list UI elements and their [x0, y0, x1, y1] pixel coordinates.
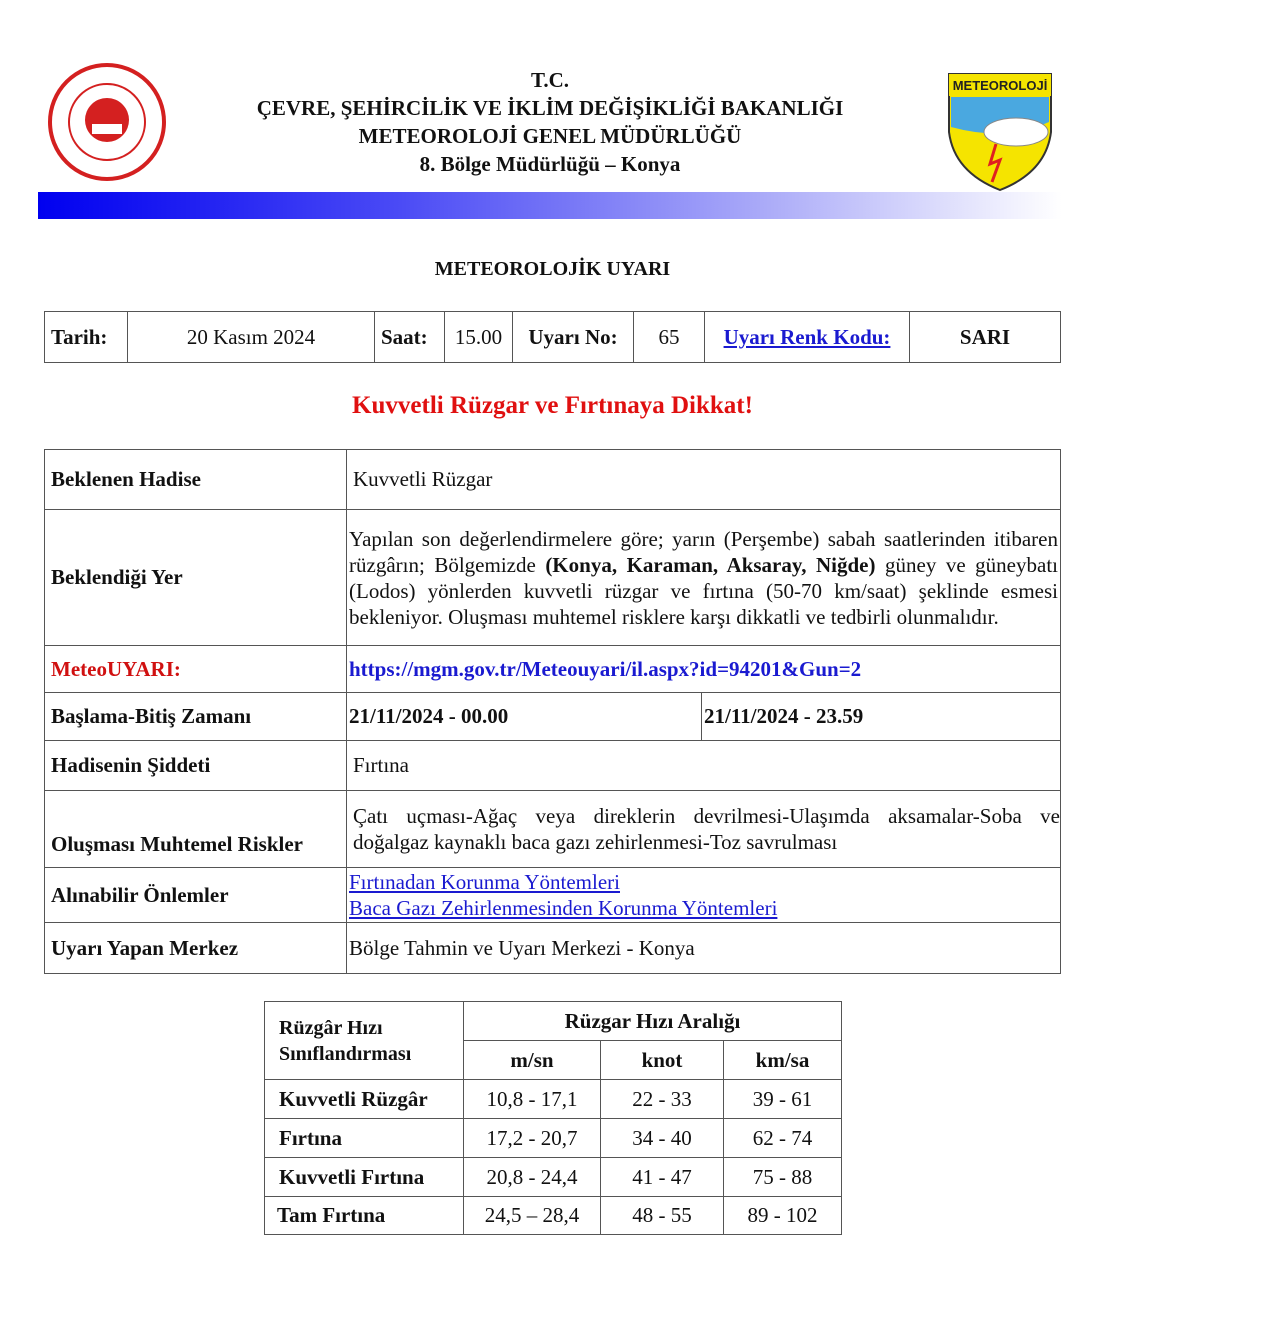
color-code-link[interactable]: Uyarı Renk Kodu:: [723, 324, 891, 349]
ministry-seal-logo: [48, 63, 166, 181]
place-provinces: (Konya, Karaman, Aksaray, Niğde): [545, 552, 876, 577]
storm-protection-link[interactable]: Fırtınadan Korunma Yöntemleri: [349, 870, 620, 894]
cell: 39 - 61: [723, 1079, 842, 1119]
date-label: Tarih:: [44, 311, 128, 363]
risks-value: Çatı uçması-Ağaç veya direklerin devrilm…: [346, 790, 1061, 868]
time-label: Saat:: [374, 311, 445, 363]
center-label: Uyarı Yapan Merkez: [44, 922, 347, 974]
header-line-3: METEOROLOJİ GENEL MÜDÜRLÜĞÜ: [358, 124, 742, 148]
wind-speed-table: Rüzgâr Hızı Sınıflandırması Rüzgar Hızı A…: [264, 1001, 842, 1235]
wind-class-name: Fırtına: [264, 1118, 464, 1158]
place-text-2: güney ve güneybatı (Lodos) yönlerden kuv…: [349, 552, 1058, 629]
time-value: 15.00: [444, 311, 513, 363]
document-title: METEOROLOJİK UYARI: [434, 258, 671, 280]
wind-class-name: Tam Fırtına: [264, 1196, 464, 1235]
cell: 75 - 88: [723, 1157, 842, 1197]
wind-class-name: Kuvvetli Fırtına: [264, 1157, 464, 1197]
severity-label: Hadisenin Şiddeti: [44, 740, 347, 791]
table-row: Kuvvetli Fırtına 20,8 - 24,4 41 - 47 75 - 8…: [264, 1157, 842, 1197]
table-row: Fırtına 17,2 - 20,7 34 - 40 62 - 74: [264, 1118, 842, 1158]
cell: 24,5 – 28,4: [463, 1196, 601, 1235]
warning-no-value: 65: [633, 311, 705, 363]
header-line-1: T.C.: [530, 68, 570, 92]
logo-text: METEOROLOJİ: [953, 78, 1048, 93]
event-label: Beklenen Hadise: [44, 449, 347, 510]
place-value: Yapılan son değerlendirmelere göre; yarı…: [346, 509, 1061, 646]
table-row: Tam Fırtına 24,5 – 28,4 48 - 55 89 - 102: [264, 1196, 842, 1235]
flue-gas-protection-link[interactable]: Baca Gazı Zehirlenmesinden Korunma Yönte…: [349, 896, 778, 920]
cell: 48 - 55: [600, 1196, 724, 1235]
meteouyari-label: MeteoUYARI:: [44, 645, 347, 693]
meteouyari-link[interactable]: https://mgm.gov.tr/Meteouyari/il.aspx?id…: [349, 656, 862, 681]
warning-headline: Kuvvetli Rüzgar ve Fırtınaya Dikkat!: [352, 392, 753, 419]
severity-value: Fırtına: [346, 740, 1061, 791]
unit-header: m/sn: [463, 1040, 601, 1080]
measures-label: Alınabilir Önlemler: [44, 867, 347, 923]
color-code-value: SARI: [909, 311, 1061, 363]
time-range-label: Başlama-Bitiş Zamanı: [44, 692, 347, 741]
unit-header: km/sa: [723, 1040, 842, 1080]
place-label: Beklendiği Yer: [44, 509, 347, 646]
risks-label: Oluşması Muhtemel Riskler: [44, 790, 347, 868]
cell: 34 - 40: [600, 1118, 724, 1158]
cell: 10,8 - 17,1: [463, 1079, 601, 1119]
cell: 62 - 74: [723, 1118, 842, 1158]
header-line-2: ÇEVRE, ŞEHİRCİLİK VE İKLİM DEĞİŞİKLİĞİ B…: [256, 96, 844, 120]
wind-class-name: Kuvvetli Rüzgâr: [264, 1079, 464, 1119]
date-value: 20 Kasım 2024: [127, 311, 375, 363]
cell: 20,8 - 24,4: [463, 1157, 601, 1197]
info-table: Tarih: 20 Kasım 2024 Saat: 15.00 Uyarı N…: [44, 311, 1061, 363]
event-value: Kuvvetli Rüzgar: [346, 449, 1061, 510]
details-table: Beklenen Hadise Kuvvetli Rüzgar Beklendiğ…: [44, 449, 1061, 974]
warning-no-label: Uyarı No:: [512, 311, 634, 363]
header-line-4: 8. Bölge Müdürlüğü – Konya: [419, 152, 681, 176]
cell: 89 - 102: [723, 1196, 842, 1235]
document-header: T.C. ÇEVRE, ŞEHİRCİLİK VE İKLİM DEĞİŞİKL…: [200, 66, 900, 178]
place-text-1: Yapılan son değerlendirmelere göre; yarı…: [349, 526, 1058, 577]
wind-range-header: Rüzgar Hızı Aralığı: [463, 1001, 842, 1041]
start-time: 21/11/2024 - 00.00: [346, 692, 702, 741]
center-value: Bölge Tahmin ve Uyarı Merkezi - Konya: [346, 922, 1061, 974]
end-time: 21/11/2024 - 23.59: [701, 692, 1061, 741]
header-gradient-bar: [38, 192, 1062, 219]
cell: 17,2 - 20,7: [463, 1118, 601, 1158]
unit-header: knot: [600, 1040, 724, 1080]
meteoroloji-logo: METEOROLOJİ: [948, 73, 1052, 192]
cell: 22 - 33: [600, 1079, 724, 1119]
table-row: Kuvvetli Rüzgâr 10,8 - 17,1 22 - 33 39 - 61: [264, 1079, 842, 1119]
cell: 41 - 47: [600, 1157, 724, 1197]
wind-class-header: Rüzgâr Hızı Sınıflandırması: [264, 1001, 464, 1080]
